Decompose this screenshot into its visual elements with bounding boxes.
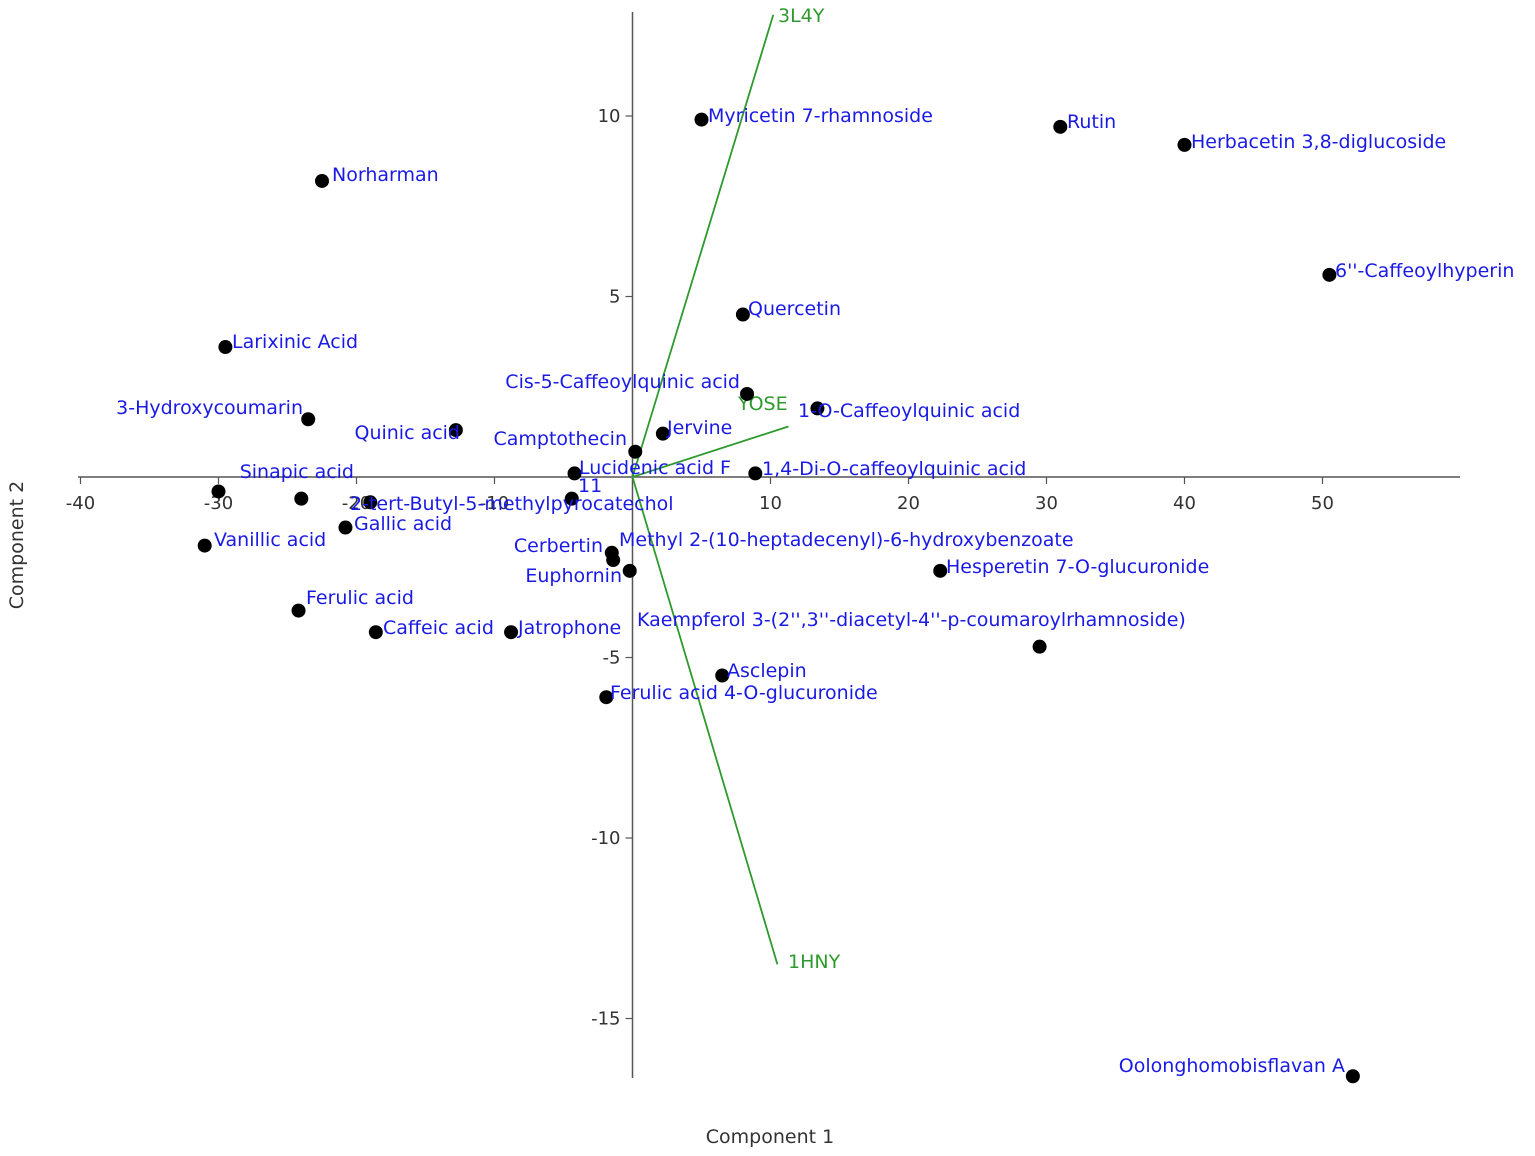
x-axis-title: Component 1 <box>706 1126 834 1148</box>
score-point <box>197 538 212 553</box>
x-tick-label: 20 <box>897 493 920 514</box>
point-label: 1-O-Caffeoylquinic acid <box>798 400 1020 422</box>
x-tick-label: -20 <box>342 493 371 514</box>
score-point <box>628 444 643 459</box>
score-point <box>748 466 763 481</box>
score-point <box>564 491 579 506</box>
point-label: Vanillic acid <box>214 529 326 551</box>
score-point <box>606 553 621 568</box>
point-label: 1,4-Di-O-caffeoylquinic acid <box>762 458 1026 480</box>
x-tick-label: -30 <box>204 493 233 514</box>
point-label: 6''-Caffeoylhyperin <box>1335 260 1514 282</box>
score-points <box>197 112 1360 1084</box>
loading-vector <box>632 425 789 478</box>
point-label: Rutin <box>1067 111 1116 133</box>
point-label: 3-Hydroxycoumarin <box>116 397 303 419</box>
score-point <box>694 112 709 127</box>
point-label: 11 <box>578 475 602 497</box>
point-labels: Norharman Larixinic Acid 3-Hydroxycoumarin… <box>116 105 1514 1077</box>
y-tick-label: 10 <box>598 106 621 127</box>
score-point <box>448 423 463 438</box>
score-point <box>368 625 383 640</box>
point-label: Jatrophone <box>517 617 621 639</box>
point-label: Asclepin <box>727 660 807 682</box>
score-point <box>1322 267 1337 282</box>
point-label: Hesperetin 7-O-glucuronide <box>946 556 1209 578</box>
score-point <box>294 491 309 506</box>
point-label: Ferulic acid 4-O-glucuronide <box>610 682 878 704</box>
point-label: Larixinic Acid <box>232 331 358 353</box>
point-label: 2-tert-Butyl-5-methylpyrocatechol <box>350 493 674 515</box>
point-label: Norharman <box>332 164 439 186</box>
loading-vector <box>631 14 775 478</box>
point-label: Camptothecin <box>493 428 627 450</box>
x-tick-label: 40 <box>1173 493 1196 514</box>
axes: -40 -30 -20 -10 10 20 30 40 50 -15 -10 -5 5 10 <box>66 12 1460 1078</box>
point-label: Jervine <box>666 417 732 439</box>
point-label: Caffeic acid <box>383 617 494 639</box>
score-point <box>504 625 519 640</box>
point-label: Cis-5-Caffeoylquinic acid <box>505 371 740 393</box>
score-point <box>1345 1069 1360 1084</box>
point-label: Kaempferol 3-(2'',3''-diacetyl-4''-p-cou… <box>637 609 1186 631</box>
score-point <box>655 426 670 441</box>
point-label: Cerbertin <box>514 535 603 557</box>
point-label: Quinic acid <box>354 422 460 444</box>
score-point <box>338 520 353 535</box>
score-point <box>810 401 825 416</box>
score-point <box>315 173 329 188</box>
score-point <box>933 563 948 578</box>
loading-label: 1HNY <box>788 951 841 973</box>
point-label: Oolonghomobisflavan A <box>1119 1055 1345 1077</box>
score-point <box>599 690 614 705</box>
x-tick-label: -40 <box>66 493 95 514</box>
point-label: Quercetin <box>748 298 841 320</box>
point-label: Herbacetin 3,8-diglucoside <box>1191 131 1446 153</box>
score-point <box>735 307 750 322</box>
score-point <box>211 484 226 499</box>
point-label: Ferulic acid <box>306 587 414 609</box>
point-label: Myricetin 7-rhamnoside <box>708 105 933 127</box>
score-point <box>567 466 582 481</box>
score-point <box>363 495 378 510</box>
y-tick-label: -10 <box>591 828 620 849</box>
loading-label: 3L4Y <box>778 5 825 27</box>
score-point <box>622 563 637 578</box>
score-point <box>218 340 233 355</box>
y-axis-title: Component 2 <box>6 481 28 609</box>
x-tick-label: 30 <box>1035 493 1058 514</box>
point-label: Euphornin <box>525 565 622 587</box>
score-point <box>301 412 316 427</box>
score-point <box>1177 137 1192 152</box>
point-label: Sinapic acid <box>240 461 354 483</box>
score-point <box>715 668 730 683</box>
x-tick-label: 10 <box>759 493 782 514</box>
y-tick-label: 5 <box>609 287 620 308</box>
x-tick-label: -10 <box>480 493 509 514</box>
score-point <box>1032 639 1047 654</box>
point-label: Methyl 2-(10-heptadecenyl)-6-hydroxybenz… <box>619 529 1074 551</box>
point-label: Lucidenic acid F <box>579 457 731 479</box>
y-tick-label: -5 <box>603 648 621 669</box>
loading-vector <box>631 476 779 965</box>
point-label: Gallic acid <box>354 513 452 535</box>
y-tick-label: -15 <box>591 1009 620 1030</box>
x-tick-label: 50 <box>1311 493 1334 514</box>
score-point <box>291 603 306 618</box>
score-point <box>740 386 755 401</box>
score-point <box>1053 119 1068 134</box>
